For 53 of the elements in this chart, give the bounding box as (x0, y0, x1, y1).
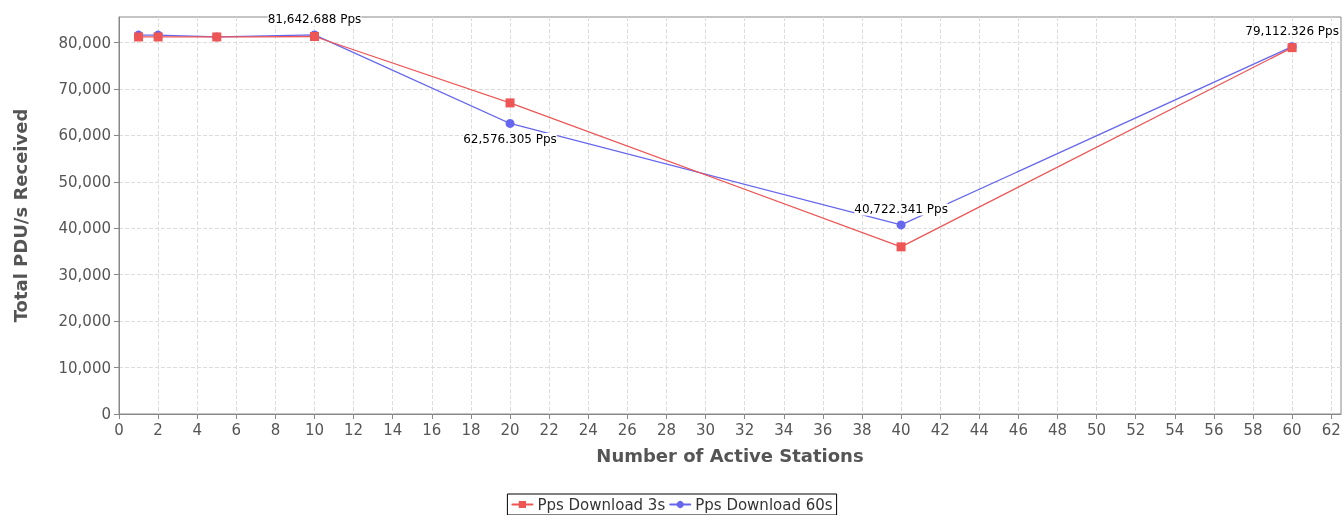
x-tick-label: 44 (969, 420, 989, 439)
y-tick-label: 70,000 (58, 79, 111, 98)
x-tick-label: 48 (1047, 420, 1068, 439)
y-tick-label: 60,000 (58, 126, 111, 145)
x-tick-label: 24 (578, 420, 598, 439)
x-axis-title: Number of Active Stations (596, 444, 864, 466)
legend-label: Pps Download 3s (537, 495, 666, 514)
x-tick-label: 28 (656, 420, 676, 439)
x-tick-label: 58 (1243, 420, 1263, 439)
x-tick-label: 50 (1087, 420, 1107, 439)
x-tick-label: 54 (1165, 420, 1185, 439)
y-tick-label: 20,000 (58, 312, 111, 331)
y-tick-label: 80,000 (58, 33, 111, 52)
data-label: 81,642.688 Pps (267, 12, 362, 27)
data-label: 62,576.305 Pps (463, 131, 557, 146)
x-tick-label: 0 (114, 420, 124, 439)
y-tick-label: 10,000 (58, 358, 111, 377)
x-tick-label: 8 (270, 420, 281, 439)
x-tick-label: 46 (1008, 420, 1028, 439)
x-tick-label: 10 (304, 420, 325, 439)
data-label: 40,722.341 Pps (854, 202, 948, 217)
point (896, 220, 906, 230)
x-tick-label: 22 (539, 420, 559, 439)
x-tick-label: 56 (1204, 420, 1224, 439)
y-tick-label: 50,000 (58, 172, 111, 191)
x-tick-label: 18 (461, 420, 481, 439)
y-tick-label: 0 (101, 405, 111, 423)
x-tick-label: 2 (153, 420, 163, 439)
x-tick-label: 14 (383, 420, 403, 439)
x-tick-label: 20 (500, 420, 520, 439)
point (505, 98, 515, 108)
y-axis-title: Total PDU/s Received (9, 108, 31, 323)
y-tick-label: 40,000 (58, 219, 111, 238)
y-tick-label: 30,000 (58, 265, 111, 284)
x-tick-label: 36 (813, 420, 833, 439)
x-tick-label: 60 (1282, 420, 1302, 439)
point (896, 242, 906, 252)
x-tick-label: 40 (891, 420, 911, 439)
x-tick-label: 32 (735, 420, 755, 439)
x-tick-label: 62 (1321, 420, 1341, 439)
point (505, 118, 515, 128)
x-tick-label: 38 (852, 420, 872, 439)
x-tick-label: 12 (344, 420, 364, 439)
x-tick-label: 26 (617, 420, 637, 439)
x-tick-label: 34 (774, 420, 794, 439)
x-tick-label: 16 (422, 420, 442, 439)
legend-label: Pps Download 60s (695, 495, 833, 514)
x-tick-label: 52 (1126, 420, 1146, 439)
x-tick-label: 42 (930, 420, 950, 439)
x-tick-label: 6 (231, 420, 242, 439)
data-label: 79,112.326 Pps (1245, 24, 1339, 39)
x-tick-label: 4 (192, 420, 202, 439)
x-tick-label: 30 (696, 420, 716, 439)
